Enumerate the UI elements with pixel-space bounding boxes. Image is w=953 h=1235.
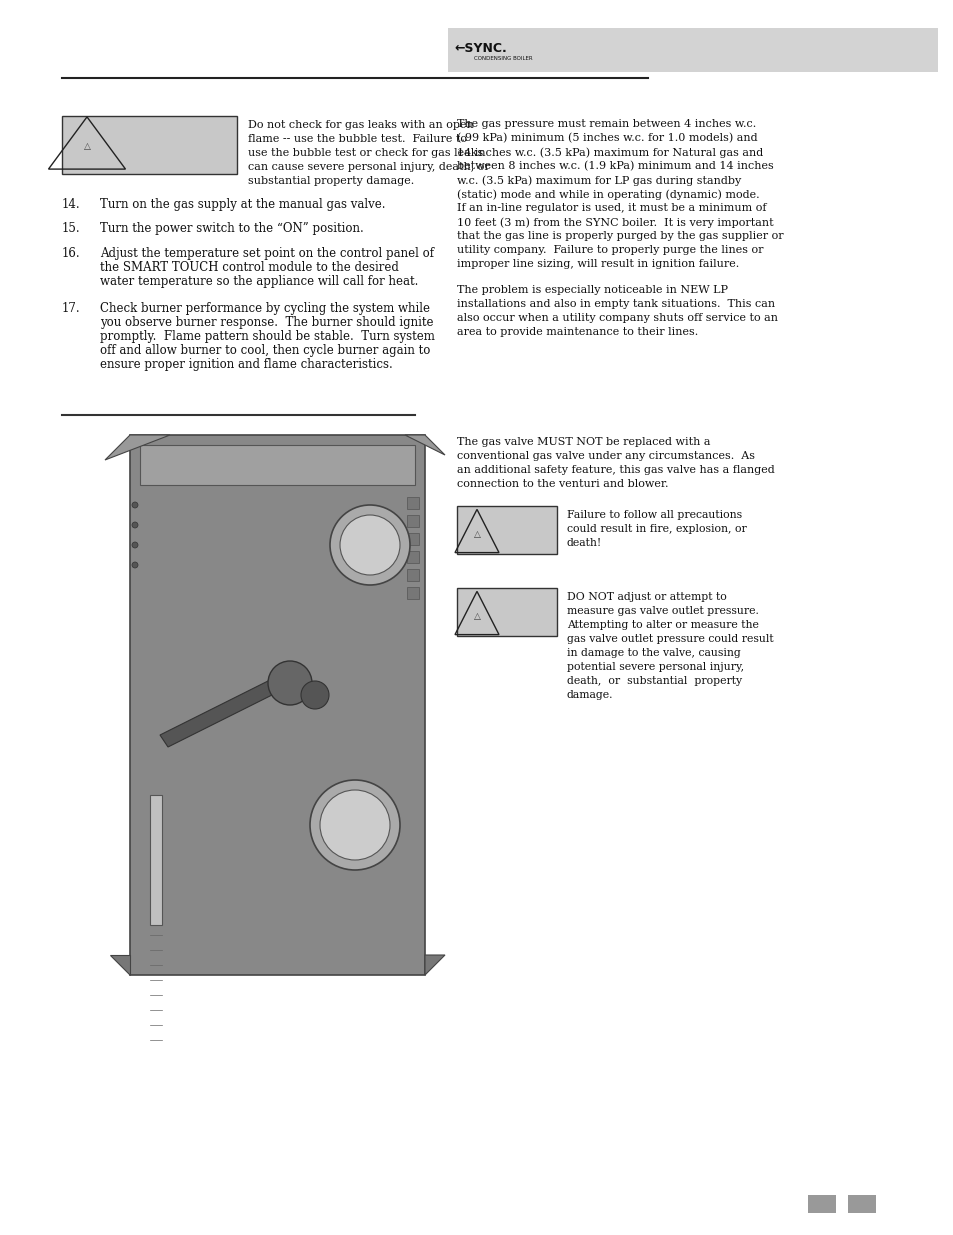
Bar [456, 506, 557, 555]
Circle shape [339, 515, 399, 576]
Text: 14 inches w.c. (3.5 kPa) maximum for Natural gas and: 14 inches w.c. (3.5 kPa) maximum for Nat… [456, 147, 762, 158]
Text: that the gas line is properly purged by the gas supplier or: that the gas line is properly purged by … [456, 231, 782, 241]
Circle shape [132, 501, 138, 508]
Text: connection to the venturi and blower.: connection to the venturi and blower. [456, 479, 668, 489]
Text: substantial property damage.: substantial property damage. [248, 177, 414, 186]
Bar [407, 587, 418, 599]
Circle shape [132, 562, 138, 568]
Text: in damage to the valve, causing: in damage to the valve, causing [566, 648, 740, 658]
Bar [150, 795, 162, 925]
Text: DO NOT adjust or attempt to: DO NOT adjust or attempt to [566, 592, 726, 601]
Bar [407, 569, 418, 580]
Text: ensure proper ignition and flame characteristics.: ensure proper ignition and flame charact… [100, 358, 393, 370]
Text: the SMART TOUCH control module to the desired: the SMART TOUCH control module to the de… [100, 261, 398, 274]
Text: promptly.  Flame pattern should be stable.  Turn system: promptly. Flame pattern should be stable… [100, 330, 435, 343]
Circle shape [301, 680, 329, 709]
Bar [807, 1195, 835, 1213]
Text: death,  or  substantial  property: death, or substantial property [566, 676, 741, 685]
Text: improper line sizing, will result in ignition failure.: improper line sizing, will result in ign… [456, 259, 739, 269]
Bar [62, 116, 236, 174]
Bar [130, 435, 424, 974]
Bar [847, 1195, 875, 1213]
Text: (static) mode and while in operating (dynamic) mode.: (static) mode and while in operating (dy… [456, 189, 759, 200]
Text: ←SYNC.: ←SYNC. [454, 42, 506, 54]
Text: Attempting to alter or measure the: Attempting to alter or measure the [566, 620, 758, 630]
Text: water temperature so the appliance will call for heat.: water temperature so the appliance will … [100, 275, 418, 288]
Text: Turn on the gas supply at the manual gas valve.: Turn on the gas supply at the manual gas… [100, 198, 385, 211]
Circle shape [132, 522, 138, 529]
Text: measure gas valve outlet pressure.: measure gas valve outlet pressure. [566, 606, 758, 616]
Polygon shape [405, 435, 444, 454]
Text: flame -- use the bubble test.  Failure to: flame -- use the bubble test. Failure to [248, 135, 467, 144]
Polygon shape [105, 435, 170, 459]
Text: use the bubble test or check for gas leaks: use the bubble test or check for gas lea… [248, 148, 483, 158]
Bar [456, 588, 557, 636]
Text: conventional gas valve under any circumstances.  As: conventional gas valve under any circums… [456, 451, 754, 461]
Text: CONDENSING BOILER: CONDENSING BOILER [474, 56, 532, 61]
Text: △: △ [84, 142, 91, 152]
Text: installations and also in empty tank situations.  This can: installations and also in empty tank sit… [456, 299, 774, 309]
Text: can cause severe personal injury, death, or: can cause severe personal injury, death,… [248, 162, 489, 172]
Bar [407, 534, 418, 545]
Text: 17.: 17. [62, 303, 81, 315]
Text: The problem is especially noticeable in NEW LP: The problem is especially noticeable in … [456, 285, 727, 295]
Text: death!: death! [566, 538, 601, 548]
Bar [407, 496, 418, 509]
Text: △: △ [473, 531, 480, 540]
Text: utility company.  Failure to properly purge the lines or: utility company. Failure to properly pur… [456, 245, 762, 254]
Text: an additional safety feature, this gas valve has a flanged: an additional safety feature, this gas v… [456, 466, 774, 475]
Text: 14.: 14. [62, 198, 81, 211]
Text: 10 feet (3 m) from the SYNC boiler.  It is very important: 10 feet (3 m) from the SYNC boiler. It i… [456, 217, 773, 227]
Polygon shape [424, 955, 444, 974]
Circle shape [310, 781, 399, 869]
Text: If an in-line regulator is used, it must be a minimum of: If an in-line regulator is used, it must… [456, 203, 765, 212]
Text: The gas valve MUST NOT be replaced with a: The gas valve MUST NOT be replaced with … [456, 437, 710, 447]
Text: (.99 kPa) minimum (5 inches w.c. for 1.0 models) and: (.99 kPa) minimum (5 inches w.c. for 1.0… [456, 133, 757, 143]
Text: 16.: 16. [62, 247, 81, 261]
Text: Failure to follow all precautions: Failure to follow all precautions [566, 510, 741, 520]
Bar [407, 515, 418, 527]
Text: area to provide maintenance to their lines.: area to provide maintenance to their lin… [456, 327, 698, 337]
Text: potential severe personal injury,: potential severe personal injury, [566, 662, 743, 672]
Text: gas valve outlet pressure could result: gas valve outlet pressure could result [566, 634, 773, 643]
Text: could result in fire, explosion, or: could result in fire, explosion, or [566, 524, 746, 534]
Bar [407, 551, 418, 563]
Polygon shape [110, 955, 130, 974]
Text: also occur when a utility company shuts off service to an: also occur when a utility company shuts … [456, 312, 778, 324]
Circle shape [268, 661, 312, 705]
Text: between 8 inches w.c. (1.9 kPa) minimum and 14 inches: between 8 inches w.c. (1.9 kPa) minimum … [456, 161, 773, 172]
Circle shape [319, 790, 390, 860]
Text: Check burner performance by cycling the system while: Check burner performance by cycling the … [100, 303, 430, 315]
Text: 15.: 15. [62, 222, 81, 235]
Circle shape [330, 505, 410, 585]
Text: off and allow burner to cool, then cycle burner again to: off and allow burner to cool, then cycle… [100, 345, 430, 357]
Text: you observe burner response.  The burner should ignite: you observe burner response. The burner … [100, 316, 433, 329]
Text: Turn the power switch to the “ON” position.: Turn the power switch to the “ON” positi… [100, 222, 363, 235]
Text: △: △ [473, 613, 480, 621]
Text: Adjust the temperature set point on the control panel of: Adjust the temperature set point on the … [100, 247, 434, 261]
Circle shape [132, 542, 138, 548]
Text: damage.: damage. [566, 690, 613, 700]
Text: Do not check for gas leaks with an open: Do not check for gas leaks with an open [248, 120, 474, 130]
Polygon shape [160, 676, 288, 747]
Bar [448, 28, 937, 72]
Text: w.c. (3.5 kPa) maximum for LP gas during standby: w.c. (3.5 kPa) maximum for LP gas during… [456, 175, 740, 185]
Bar [140, 445, 415, 485]
Text: The gas pressure must remain between 4 inches w.c.: The gas pressure must remain between 4 i… [456, 119, 756, 128]
